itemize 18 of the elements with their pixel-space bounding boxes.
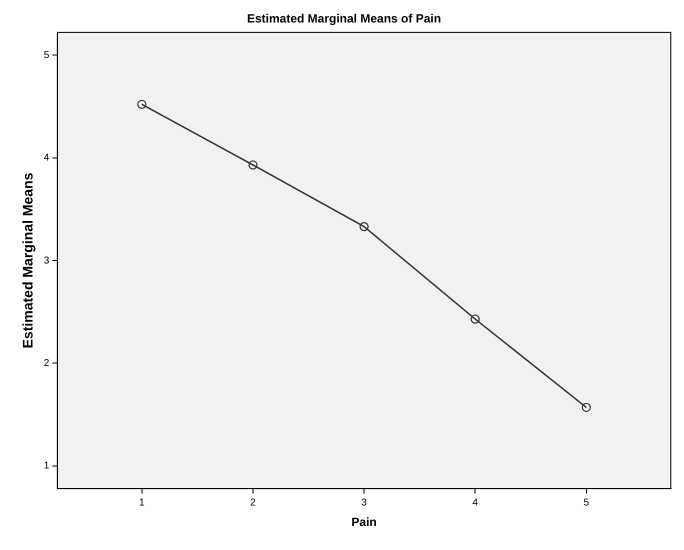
x-tick-label: 3 [361,497,368,508]
x-tick-label: 1 [139,497,146,508]
point [248,160,258,170]
y-tick-label: 5 [44,50,50,61]
x-axis-title: Pain [351,515,377,530]
x-tick-label: 2 [250,497,256,508]
chart-title: Estimated Marginal Means of Pain [246,12,442,26]
y-tick-label: 2 [44,358,50,369]
y-tick-label: 4 [44,152,50,164]
point [470,314,480,324]
point [359,222,369,232]
y-tick-label: 1 [44,460,50,472]
y-tick-label: 3 [44,255,50,266]
x-tick-label: 4 [472,497,478,508]
y-axis-title: Estimated Marginal Means [19,172,36,348]
x-tick-label: 5 [584,497,590,508]
point [582,402,591,412]
point [137,100,146,109]
